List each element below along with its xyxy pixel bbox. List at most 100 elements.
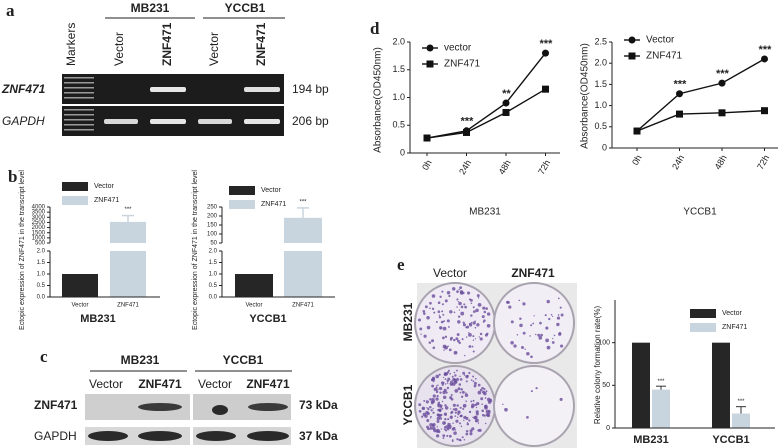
colony-dot <box>472 335 475 338</box>
y-tick-label: 0.5 <box>392 120 405 130</box>
legend-label: vector <box>444 43 472 54</box>
colony-dot <box>463 439 466 441</box>
colony-dot <box>448 369 450 372</box>
colony-dot <box>444 383 447 385</box>
blot-band <box>248 403 288 411</box>
x-tick-label: YCCB1 <box>712 434 749 446</box>
colony-dot <box>552 337 554 340</box>
gel-panel: MB231 YCCB1 Markers Vector ZNF471 Vector… <box>1 1 329 136</box>
colony-dot <box>474 320 476 323</box>
y-tick-label: 50 <box>210 241 217 247</box>
x-tick-label: 48h <box>713 153 729 171</box>
y-tick-label: 1500 <box>32 230 46 236</box>
colony-dot <box>526 351 530 356</box>
colony-dot <box>462 321 465 324</box>
colony-dot <box>455 369 458 372</box>
colony-dot <box>449 310 453 314</box>
column-label: ZNF471 <box>511 266 555 280</box>
colony-dot <box>451 287 456 291</box>
colony-dot <box>450 408 452 410</box>
colony-dot <box>441 400 444 403</box>
colony-dot <box>452 403 456 407</box>
colony-dot <box>479 388 483 392</box>
colony-dot <box>442 395 447 400</box>
colony-dot <box>418 403 422 407</box>
colony-dot <box>437 384 439 386</box>
series-line <box>636 58 765 132</box>
dish <box>493 365 575 447</box>
y-axis-label: Relative colony formation rate(%) <box>593 306 602 425</box>
colony-dot <box>447 418 450 421</box>
annotation: *** <box>124 207 132 213</box>
gel-band <box>150 87 186 92</box>
colony-dot <box>431 294 436 298</box>
colony-dot <box>505 300 509 304</box>
colony-dot <box>504 407 508 412</box>
colony-dot <box>457 410 461 414</box>
colony-dot <box>468 332 472 337</box>
colony-dot <box>455 419 459 423</box>
bar <box>62 274 98 297</box>
legend-swatch <box>690 323 716 332</box>
colony-dot <box>418 409 422 413</box>
colony-dot <box>454 411 457 414</box>
colony-dot <box>423 312 426 315</box>
colony-dot <box>471 427 475 431</box>
bar <box>732 413 750 428</box>
colony-dot <box>452 408 455 411</box>
x-tick-label: MB231 <box>633 434 668 446</box>
x-tick-label: 0h <box>630 153 644 167</box>
x-tick-label: ZNF471 <box>292 303 314 309</box>
colony-dot <box>464 393 469 397</box>
colony-dot <box>453 371 456 374</box>
legend-label: ZNF471 <box>444 59 481 70</box>
colony-dot <box>451 427 455 431</box>
annotation: *** <box>657 379 665 385</box>
colony-dot <box>470 314 473 317</box>
colony-dot <box>546 299 550 304</box>
colony-dot <box>436 413 440 417</box>
x-tick-label: 72h <box>755 153 771 171</box>
axis-break <box>218 243 335 251</box>
colony-dot <box>471 345 474 348</box>
y-tick-label: 250 <box>207 205 218 211</box>
y-tick-label: 4000 <box>32 205 46 211</box>
colony-dot <box>485 411 487 413</box>
colony-dot <box>529 335 531 337</box>
colony-dot <box>435 374 440 379</box>
colony-dot <box>475 420 477 423</box>
colony-dot <box>462 371 466 375</box>
annotation: *** <box>758 44 772 56</box>
row-label: ZNF471 <box>1 82 46 96</box>
colony-dot <box>484 422 487 425</box>
colony-dot <box>439 391 442 394</box>
legend-swatch <box>229 200 255 209</box>
colony-dot <box>460 395 464 398</box>
marker <box>423 134 431 142</box>
y-tick-label: 1.0 <box>594 100 607 110</box>
colony-dot <box>460 311 465 316</box>
row-label: GAPDH <box>34 429 77 443</box>
colony-dot <box>546 345 551 350</box>
y-tick-label: 100 <box>207 232 218 238</box>
legend-swatch <box>690 309 716 318</box>
colony-dot <box>540 333 543 337</box>
colony-dot <box>432 394 436 398</box>
colony-dot <box>442 434 446 438</box>
panel-label: b <box>8 167 17 186</box>
colony-dot <box>477 302 482 307</box>
colony-dot <box>559 306 562 309</box>
y-tick-label: 2000 <box>32 225 46 231</box>
colony-dot <box>424 414 428 418</box>
colony-dot <box>435 390 439 394</box>
colony-dot <box>488 409 491 412</box>
colony-dot <box>557 314 560 316</box>
blot-band <box>212 405 228 415</box>
colony-dot <box>456 333 460 337</box>
colony-dot <box>553 334 556 337</box>
x-tick-label: 0h <box>420 158 434 172</box>
blot-panel: MB231 YCCB1 Vector ZNF471 Vector ZNF471 … <box>34 353 338 445</box>
size-label: 73 kDa <box>299 398 338 412</box>
colony-dot <box>545 338 549 343</box>
panel-label: a <box>6 1 15 20</box>
